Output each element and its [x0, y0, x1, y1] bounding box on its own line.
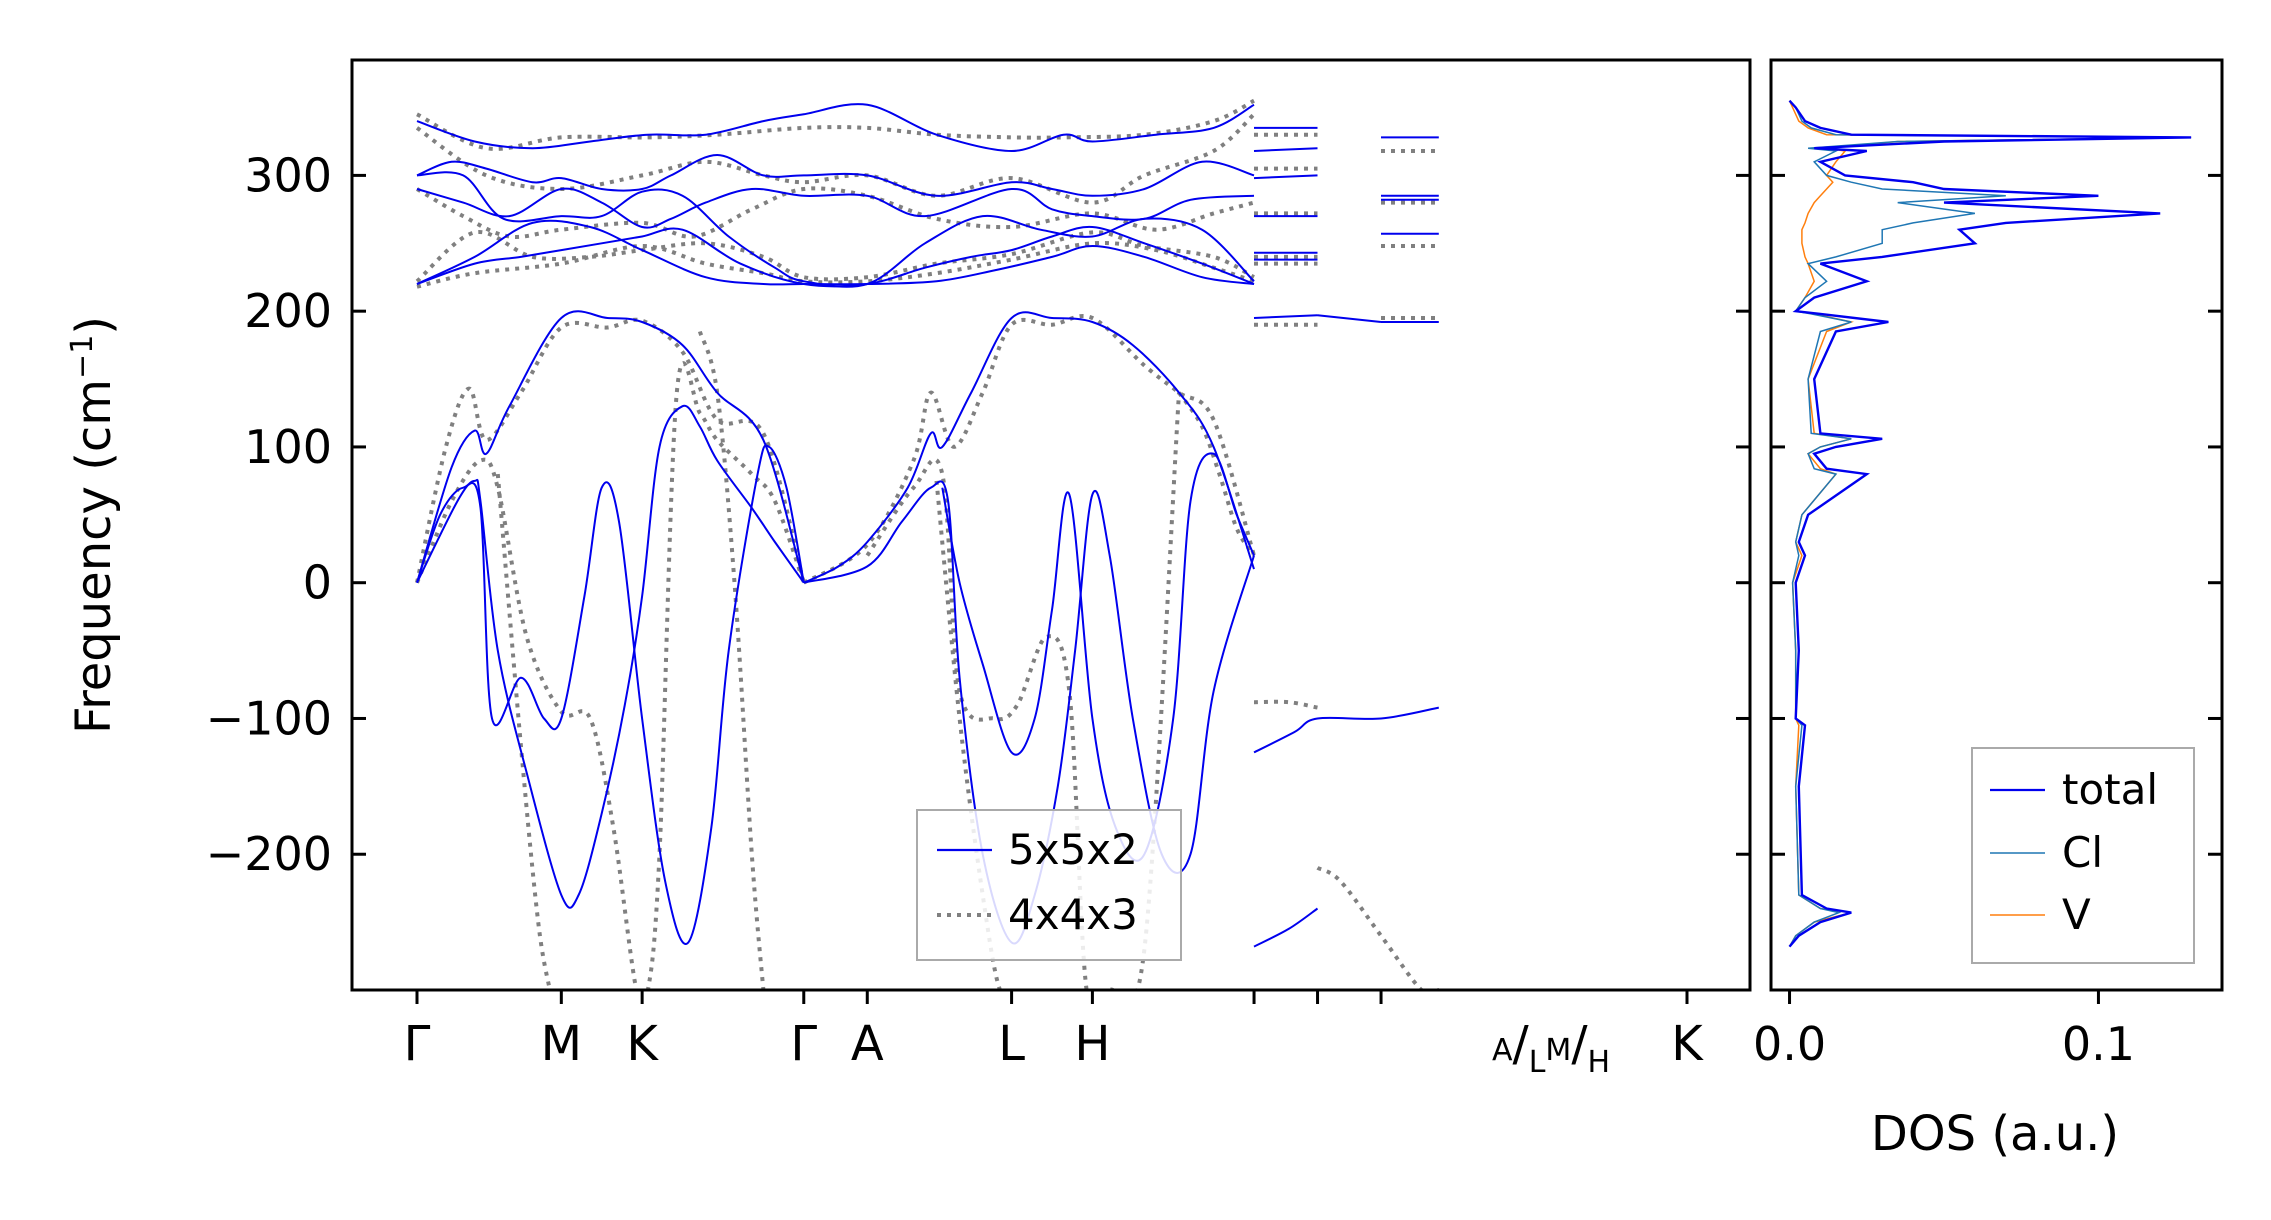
- high-symmetry-label: Γ: [404, 1016, 431, 1072]
- legend-label-v: V: [2062, 890, 2091, 939]
- band-5x5x2-line: [416, 219, 1255, 286]
- y-axis-title-main: Frequency (cm: [66, 379, 122, 734]
- break-slash-2: /: [1571, 1016, 1588, 1072]
- dos-legend-box: [1971, 747, 2195, 964]
- band-5x5x2-line: [416, 310, 805, 583]
- dos-ticks: 0.0 0.1: [1753, 173, 2222, 1071]
- band-5x5x2-line: [1253, 174, 1318, 180]
- band-frame: [350, 58, 1752, 992]
- dos-total-line: [1788, 99, 2192, 948]
- high-symmetry-label: K: [626, 1016, 659, 1072]
- break-label-h: H: [1587, 1045, 1610, 1080]
- band-5x5x2-line: [416, 171, 1255, 288]
- band-legend-box: [916, 809, 1182, 961]
- dos-frame: [1769, 58, 2224, 992]
- break-label-l: L: [1529, 1045, 1546, 1080]
- band-4x4x3-line: [495, 473, 552, 990]
- high-symmetry-label: H: [1074, 1016, 1110, 1072]
- band-lines: [415, 98, 1439, 990]
- band-5x5x2-line: [1317, 314, 1382, 323]
- y-axis-title-close: ): [66, 316, 122, 335]
- band-y-tick-label: −100: [206, 691, 332, 745]
- legend-label-cl: Cl: [2062, 828, 2103, 877]
- band-y-axis-title: Frequency (cm−1): [65, 316, 122, 734]
- band-4x4x3-line: [1177, 391, 1256, 557]
- high-symmetry-label: M: [541, 1016, 582, 1072]
- dos-x-axis-title: DOS (a.u.): [1871, 1106, 2119, 1162]
- legend-label-4x4x3: 4x4x3: [1008, 890, 1138, 939]
- band-y-tick-label: 100: [244, 420, 332, 474]
- dos-panel: 0.0 0.1 total Cl V DOS (a.u.): [1753, 58, 2224, 1162]
- break-label: A/LM/H: [1492, 1016, 1610, 1080]
- band-y-tick-label: 300: [244, 148, 332, 202]
- band-y-tick-label: −200: [206, 827, 332, 881]
- high-symmetry-label: L: [998, 1016, 1025, 1072]
- band-5x5x2-line: [416, 153, 1255, 197]
- break-slash-1: /: [1513, 1016, 1530, 1072]
- y-axis-title-sup: −1: [65, 335, 100, 379]
- band-y-ticks: −200 −100 0 100 200 300: [206, 148, 1750, 881]
- high-symmetry-label: K: [1671, 1016, 1704, 1072]
- band-y-tick-label: 200: [244, 284, 332, 338]
- break-label-m: M: [1545, 1033, 1571, 1068]
- band-5x5x2-line: [1253, 314, 1318, 319]
- band-5x5x2-line: [416, 103, 1255, 153]
- band-5x5x2-line: [416, 444, 805, 945]
- band-4x4x3-line: [416, 98, 1255, 151]
- band-4x4x3-line: [802, 314, 1256, 585]
- band-5x5x2-line: [941, 452, 1255, 862]
- legend-label-5x5x2: 5x5x2: [1008, 825, 1138, 874]
- band-5x5x2-line: [1253, 147, 1318, 152]
- band-4x4x3-line: [415, 317, 806, 584]
- band-5x5x2-line: [416, 187, 1255, 229]
- band-5x5x2-line: [1253, 907, 1319, 948]
- high-symmetry-label: A: [851, 1016, 884, 1072]
- band-5x5x2-line: [1253, 706, 1439, 754]
- legend-label-total: total: [2062, 765, 2158, 814]
- band-5x5x2-line: [416, 225, 1255, 288]
- dos-x-tick-label: 0.1: [2062, 1017, 2135, 1071]
- band-5x5x2-line: [803, 311, 1255, 584]
- band-4x4x3-line: [415, 230, 1255, 283]
- band-y-tick-label: 0: [303, 556, 332, 610]
- dos-lines: [1788, 99, 2192, 948]
- dos-x-tick-label: 0.0: [1753, 1017, 1826, 1071]
- high-symmetry-label: Γ: [790, 1016, 817, 1072]
- dos-legend: total Cl V: [1971, 747, 2195, 964]
- band-legend: 5x5x2 4x4x3: [916, 809, 1182, 961]
- break-label-a: A: [1492, 1033, 1513, 1068]
